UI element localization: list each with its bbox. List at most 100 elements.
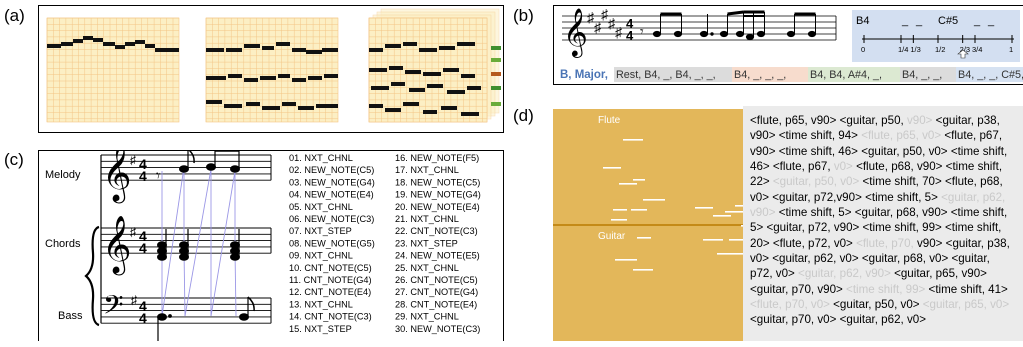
event-token: v90> xyxy=(916,236,946,250)
note-bar xyxy=(262,106,280,110)
note-bar xyxy=(419,48,437,52)
token-segment: B4, _, _, C#5, _, _ xyxy=(958,69,1023,81)
pianoroll-note xyxy=(637,237,651,239)
note-bar xyxy=(457,42,475,46)
event-token: <guitar, xyxy=(935,114,978,127)
melody-notes: 𝄾 xyxy=(640,10,817,41)
timeline-top-label: _ xyxy=(973,15,981,27)
note-bar xyxy=(423,110,437,114)
pianoroll-note xyxy=(741,225,743,227)
note-bar xyxy=(73,39,83,43)
note-bar xyxy=(244,44,260,48)
track-label-guitar: Guitar xyxy=(598,231,626,242)
note-bar xyxy=(385,44,401,48)
track-marker xyxy=(491,102,501,106)
track-marker xyxy=(491,46,501,50)
token-item: 14. CNT_NOTE(C3) xyxy=(289,312,372,322)
note-bar xyxy=(145,44,155,48)
panel-d-pianoroll-tokens: Flute Guitar xyxy=(553,106,1023,341)
pianoroll-note xyxy=(611,219,627,221)
note-bar xyxy=(423,72,441,76)
token-item: 23. NXT_STEP xyxy=(395,238,458,248)
svg-text:♯: ♯ xyxy=(601,6,609,22)
key-signature-sharps: ♯ ♯ ♯ xyxy=(130,153,137,307)
token-segment: B4, _, _, xyxy=(902,69,942,81)
note-bar xyxy=(83,36,93,40)
svg-text:𝄾: 𝄾 xyxy=(640,23,644,39)
multitrack-score-figure: Melody Chords Bass 𝄞 𝄞 𝄢 ♯♯♯ 44 44 44 xyxy=(45,144,481,341)
note-bar xyxy=(447,90,465,94)
token-segments: Rest, B4, _, B4, _, _, B4, _, _, _, B4, B4… xyxy=(614,67,1023,82)
note-bar xyxy=(155,48,179,52)
timeline-tick-label: 0 xyxy=(861,45,865,54)
token-order-lines xyxy=(161,166,237,317)
svg-text:4: 4 xyxy=(139,298,147,314)
token-item: 29. NXT_CHNL xyxy=(395,312,459,322)
timeline-ticks: 0 1/4 1/3 1/2 2/3 3/4 1 xyxy=(861,35,1013,54)
token-item: 09. NXT_CHNL xyxy=(289,251,353,261)
panel-label-b: (b) xyxy=(513,6,534,25)
pianoroll-notes xyxy=(603,139,743,271)
brace-icon xyxy=(84,225,100,327)
note-bar xyxy=(441,106,457,110)
token-item: 18. NEW_NOTE(C5) xyxy=(395,177,480,187)
event-token: <guitar, p38, v0> xyxy=(750,236,1010,266)
bass-clef-icon: 𝄢 xyxy=(103,290,124,326)
event-token: v90> xyxy=(906,114,936,127)
event-token: <flute, p67, v90> xyxy=(750,129,1003,158)
panel-label-a: (a) xyxy=(4,6,25,25)
event-token: <guitar, p68, v0> xyxy=(861,252,952,266)
token-segment-bg xyxy=(808,67,900,82)
event-token: <guitar, p70, v90> xyxy=(750,282,847,296)
token-text-bg xyxy=(743,106,1023,341)
timeline-tick-label: 2/3 xyxy=(960,45,970,54)
event-token: <flute, p68, v0> xyxy=(750,175,1003,204)
event-token: shift, 70> xyxy=(894,175,945,189)
track-marker xyxy=(491,58,501,62)
staff-label-bass: Bass xyxy=(58,310,83,322)
token-segment: Rest, B4, _, B4, _, _, xyxy=(616,69,716,81)
pianoroll-note xyxy=(633,269,653,271)
timeline-top-label: B4 xyxy=(856,15,869,27)
svg-text:♯: ♯ xyxy=(608,15,616,31)
event-token: v0> xyxy=(928,144,951,158)
treble-clef-icon: 𝄞 xyxy=(102,216,132,276)
panel-b-score-tokens: 𝄞 ♯ ♯ ♯ ♯ ♯ 4 4 𝄾 B4 _ _ C#5 _ _ xyxy=(553,5,1023,85)
event-token: <guitar, p50, xyxy=(839,114,907,127)
note-bar xyxy=(292,48,306,52)
track-marker xyxy=(491,72,501,76)
pianoroll-note xyxy=(643,199,665,201)
token-item: 01. NXT_CHNL xyxy=(289,153,353,163)
event-token: <guitar, p50, xyxy=(861,144,929,158)
event-token: <flute, p65, v0> xyxy=(861,129,945,143)
note-bar xyxy=(322,48,338,52)
token-item: 28. CNT_NOTE(E4) xyxy=(395,299,477,309)
token-segment-bg xyxy=(900,67,956,82)
event-token: <guitar, p50, v0> xyxy=(772,175,863,189)
event-token: <time shift, 99> xyxy=(862,221,946,235)
note-bar xyxy=(324,74,338,78)
time-signatures: 44 44 44 xyxy=(139,156,147,326)
event-token: <flute, p70, v0> xyxy=(750,298,834,312)
event-token: <flute, p65, v90> xyxy=(750,114,840,127)
panel-label-c: (c) xyxy=(4,150,24,169)
key-signature-sharps: ♯♯♯ ♯♯ xyxy=(587,6,623,40)
event-token: <guitar, xyxy=(922,298,965,312)
svg-text:𝄾: 𝄾 xyxy=(156,168,160,185)
pianoroll-note xyxy=(703,239,723,241)
timeline-tick-label: 1/3 xyxy=(910,45,920,54)
timeline-tick-label: 3/4 xyxy=(972,45,982,54)
event-token: <guitar, p65, v90> xyxy=(894,267,987,281)
note-bar xyxy=(403,42,417,46)
pianoroll-figure xyxy=(46,8,501,123)
event-token: <guitar, p62, v0> xyxy=(839,313,926,327)
note-bar xyxy=(298,106,314,110)
token-item: 26. CNT_NOTE(C5) xyxy=(395,275,478,285)
staff-label-chords: Chords xyxy=(45,238,81,250)
svg-text:4: 4 xyxy=(139,168,147,184)
note-bar xyxy=(276,42,290,46)
event-token: <guitar, p62, v0> xyxy=(772,252,862,266)
token-segment-bg xyxy=(956,67,1023,82)
note-bar xyxy=(226,48,242,52)
token-item: 15. NXT_STEP xyxy=(289,324,352,334)
